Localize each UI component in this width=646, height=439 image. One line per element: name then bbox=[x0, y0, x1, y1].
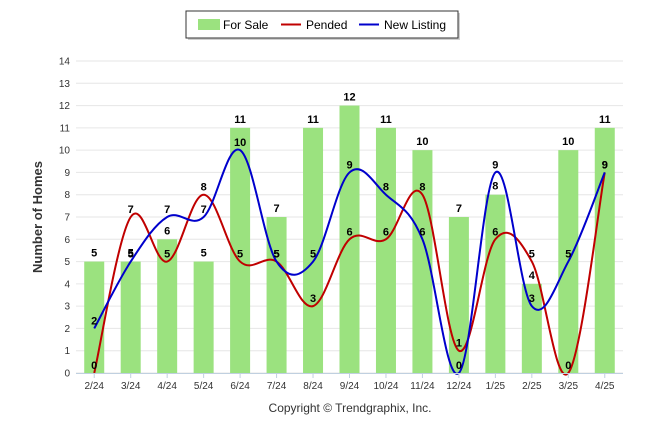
data-label-for-sale: 11 bbox=[234, 114, 246, 126]
y-tick-label: 0 bbox=[64, 369, 70, 380]
data-label-new-listing: 5 bbox=[128, 249, 134, 261]
data-label-pended: 5 bbox=[529, 249, 535, 261]
data-label-new-listing: 6 bbox=[419, 226, 425, 238]
data-label-pended: 8 bbox=[419, 182, 425, 194]
data-label-new-listing: 0 bbox=[456, 360, 462, 372]
x-tick-label: 2/24 bbox=[84, 381, 104, 392]
data-label-for-sale: 11 bbox=[307, 114, 319, 126]
data-label-new-listing: 2 bbox=[91, 315, 97, 327]
x-tick-label: 10/24 bbox=[373, 381, 398, 392]
bar-for-sale bbox=[376, 128, 396, 373]
y-tick-label: 13 bbox=[59, 79, 71, 90]
data-label-new-listing: 5 bbox=[274, 249, 280, 261]
data-label-for-sale: 11 bbox=[599, 114, 611, 126]
data-label-pended: 6 bbox=[492, 226, 498, 238]
bar-for-sale bbox=[121, 262, 141, 373]
copyright-credit: Copyright © Trendgraphix, Inc. bbox=[269, 401, 432, 415]
legend-label-for-sale: For Sale bbox=[223, 18, 269, 32]
data-label-new-listing: 5 bbox=[565, 249, 571, 261]
data-label-new-listing: 3 bbox=[529, 293, 535, 305]
x-tick-label: 6/24 bbox=[230, 381, 250, 392]
x-tick-label: 4/24 bbox=[157, 381, 177, 392]
data-label-for-sale: 10 bbox=[416, 136, 428, 148]
data-label-pended: 6 bbox=[346, 226, 352, 238]
x-tick-label: 9/24 bbox=[340, 381, 360, 392]
data-label-for-sale: 7 bbox=[274, 203, 280, 215]
data-label-pended: 5 bbox=[237, 249, 243, 261]
legend-label-pended: Pended bbox=[306, 18, 347, 32]
legend: For Sale Pended New Listing bbox=[186, 11, 460, 40]
x-tick-label: 5/24 bbox=[194, 381, 214, 392]
y-tick-label: 11 bbox=[60, 123, 71, 134]
y-tick-label: 1 bbox=[64, 346, 70, 357]
data-label-new-listing: 9 bbox=[346, 159, 352, 171]
data-label-pended: 7 bbox=[128, 204, 134, 216]
data-label-new-listing: 9 bbox=[492, 159, 498, 171]
x-tick-label: 12/24 bbox=[446, 381, 471, 392]
data-label-for-sale: 12 bbox=[343, 92, 355, 104]
y-tick-label: 10 bbox=[59, 146, 71, 157]
legend-swatch-for-sale bbox=[198, 19, 220, 30]
data-label-pended: 1 bbox=[456, 338, 462, 350]
data-label-new-listing: 9 bbox=[602, 159, 608, 171]
x-tick-label: 3/24 bbox=[121, 381, 141, 392]
data-label-new-listing: 10 bbox=[234, 137, 246, 149]
data-label-new-listing: 7 bbox=[164, 204, 170, 216]
data-label-for-sale: 10 bbox=[562, 136, 574, 148]
data-label-for-sale: 4 bbox=[529, 270, 536, 282]
data-label-new-listing: 7 bbox=[201, 204, 207, 216]
data-label-pended: 5 bbox=[164, 249, 170, 261]
y-axis-title: Number of Homes bbox=[30, 161, 45, 273]
x-tick-label: 8/24 bbox=[303, 381, 323, 392]
y-tick-label: 7 bbox=[64, 213, 70, 224]
data-label-for-sale: 6 bbox=[164, 225, 170, 237]
legend-label-new-listing: New Listing bbox=[384, 18, 446, 32]
y-tick-label: 8 bbox=[64, 190, 70, 201]
x-tick-label: 3/25 bbox=[559, 381, 579, 392]
data-label-for-sale: 7 bbox=[456, 203, 462, 215]
data-label-pended: 8 bbox=[201, 182, 207, 194]
data-label-for-sale: 11 bbox=[380, 114, 392, 126]
y-tick-label: 9 bbox=[64, 168, 70, 179]
data-label-for-sale: 5 bbox=[91, 248, 97, 260]
bar-for-sale bbox=[485, 195, 505, 373]
data-label-for-sale: 8 bbox=[492, 181, 498, 193]
y-tick-label: 12 bbox=[59, 101, 71, 112]
y-tick-label: 14 bbox=[59, 57, 71, 68]
bar-for-sale bbox=[267, 217, 287, 373]
bar-for-sale bbox=[194, 262, 214, 373]
x-tick-label: 2/25 bbox=[522, 381, 542, 392]
data-label-pended: 0 bbox=[565, 360, 571, 372]
data-label-for-sale: 5 bbox=[201, 248, 207, 260]
y-tick-label: 5 bbox=[64, 257, 70, 268]
data-label-pended: 6 bbox=[383, 226, 389, 238]
x-tick-label: 11/24 bbox=[410, 381, 435, 392]
x-tick-label: 4/25 bbox=[595, 381, 615, 392]
y-tick-label: 6 bbox=[64, 235, 70, 246]
data-label-new-listing: 8 bbox=[383, 182, 389, 194]
y-tick-label: 3 bbox=[64, 302, 70, 313]
data-label-pended: 3 bbox=[310, 293, 316, 305]
data-label-new-listing: 5 bbox=[310, 249, 316, 261]
data-label-pended: 0 bbox=[91, 360, 97, 372]
x-tick-label: 1/25 bbox=[486, 381, 506, 392]
x-tick-label: 7/24 bbox=[267, 381, 287, 392]
y-tick-label: 2 bbox=[64, 324, 70, 335]
y-tick-label: 4 bbox=[64, 279, 70, 290]
